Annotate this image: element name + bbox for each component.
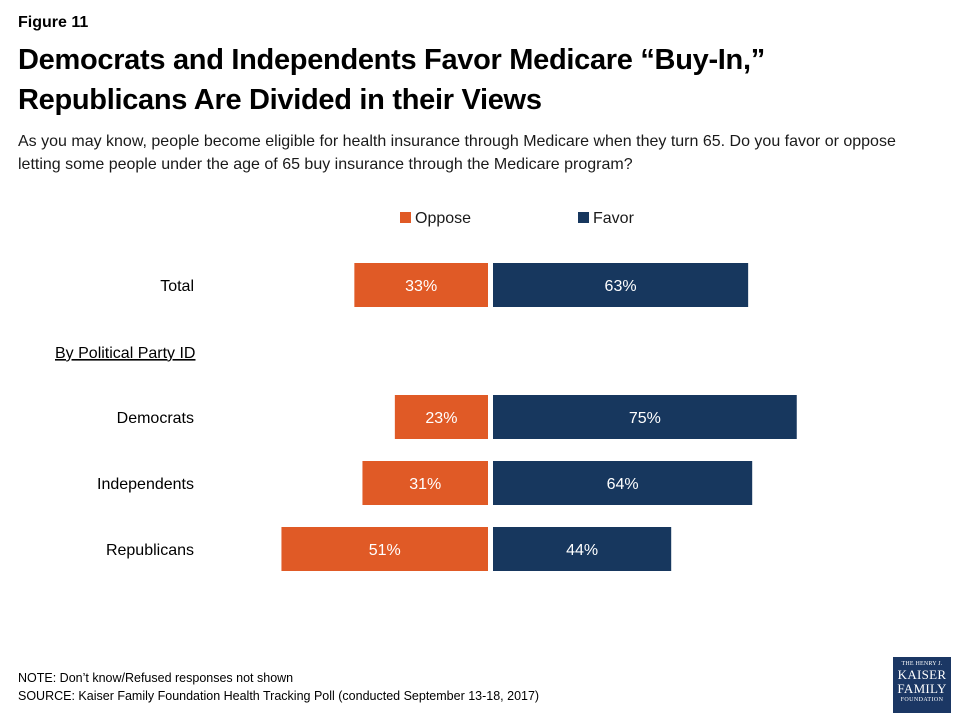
bar-favor-democrats [493,395,797,439]
value-label-oppose-total: 33% [405,278,437,295]
chart-title: Democrats and Independents Favor Medicar… [18,40,938,120]
chart-title-line1: Democrats and Independents Favor Medicar… [18,44,765,76]
value-label-favor-total: 63% [605,278,637,295]
logo-line3: FAMILY [897,681,947,696]
category-labels: Total Democrats Independents Republicans By … [55,278,195,559]
value-label-favor-republicans: 44% [566,542,598,559]
group-label: By Political Party ID [55,345,195,362]
footnote: NOTE: Don’t know/Refused responses not s… [18,671,294,685]
category-label-republicans: Republicans [106,542,194,559]
bars: 33% 63% 23% 75% 31% 64% 51% 44% [281,263,797,571]
figure-label: Figure 11 [18,14,89,31]
legend: Oppose Favor [400,210,635,227]
value-label-oppose-democrats: 23% [425,410,457,427]
bar-oppose-total [354,263,488,307]
diverging-bar-chart: Oppose Favor 33% 63% 23% 75% 31% 64% 51% 44% Tot… [55,210,797,571]
bar-oppose-republicans [281,527,488,571]
value-label-favor-independents: 64% [607,476,639,493]
logo-line1: THE HENRY J. [901,661,943,667]
value-label-oppose-republicans: 51% [369,542,401,559]
legend-swatch-oppose [400,212,411,223]
bar-favor-independents [493,461,753,505]
bar-favor-republicans [493,527,672,571]
legend-label-oppose: Oppose [415,210,471,227]
bar-oppose-democrats [394,395,488,439]
value-label-favor-democrats: 75% [629,410,661,427]
source-note: SOURCE: Kaiser Family Foundation Health … [18,689,540,703]
category-label-total: Total [160,278,194,295]
category-label-democrats: Democrats [117,410,194,427]
chart-subtitle: As you may know, people become eligible … [18,133,896,173]
chart-title-line2: Republicans Are Divided in their Views [18,84,542,116]
bar-favor-total [493,263,749,307]
logo-line4: FOUNDATION [900,697,944,703]
bar-oppose-independents [362,461,488,505]
legend-swatch-favor [578,212,589,223]
logo-line2: KAISER [897,667,947,682]
value-label-oppose-independents: 31% [409,476,441,493]
category-label-independents: Independents [97,476,194,493]
legend-label-favor: Favor [593,210,635,227]
kff-logo: THE HENRY J. KAISER FAMILY FOUNDATION [893,657,951,713]
